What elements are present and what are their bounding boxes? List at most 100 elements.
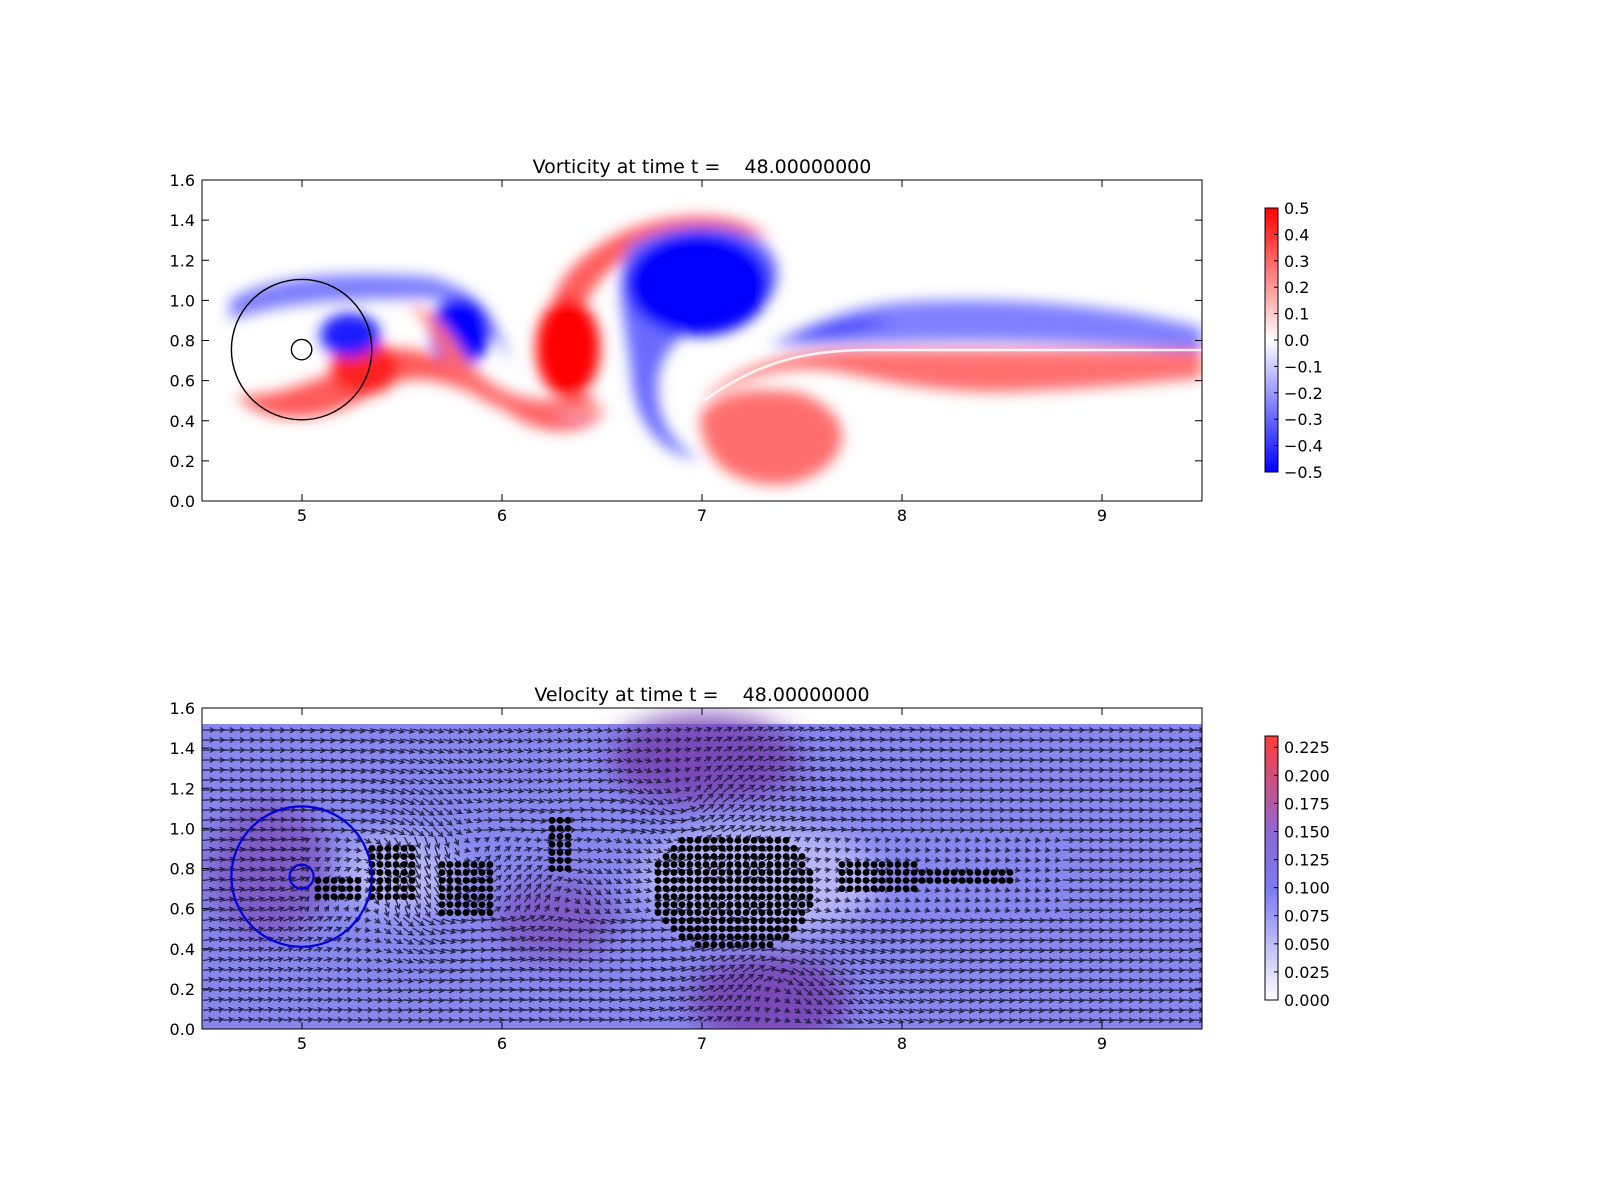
quiver-arrow: [443, 798, 455, 805]
quiver-arrow: [722, 954, 736, 963]
stagnation-dot: [670, 917, 678, 925]
quiver-arrow: [1072, 967, 1086, 974]
quiver-arrow: [493, 853, 502, 863]
quiver-arrow: [253, 996, 265, 1003]
stagnation-dot: [718, 845, 726, 852]
quiver-arrow: [672, 995, 686, 1002]
quiver-arrow: [342, 737, 357, 744]
quiver-arrow: [423, 728, 436, 734]
quiver-arrow: [503, 787, 515, 794]
quiver-arrow: [503, 777, 515, 784]
quiver-arrow: [683, 726, 693, 733]
quiver-arrow: [753, 745, 765, 752]
quiver-arrow: [603, 767, 615, 774]
quiver-arrow: [1034, 887, 1042, 894]
quiver-arrow: [463, 747, 475, 754]
quiver-arrow: [832, 746, 847, 753]
quiver-arrow: [613, 767, 625, 774]
stagnation-dot: [982, 877, 990, 884]
stagnation-dot: [470, 901, 478, 908]
stagnation-dot: [702, 837, 710, 844]
stagnation-dot: [384, 853, 392, 860]
quiver-arrow: [882, 766, 897, 773]
quiver-arrow: [503, 757, 515, 764]
stagnation-dot: [314, 893, 322, 900]
quiver-arrow: [363, 1007, 375, 1014]
stagnation-dot: [376, 845, 384, 852]
quiver-arrow: [463, 768, 475, 774]
stagnation-dot: [368, 845, 376, 852]
quiver-arrow: [293, 936, 305, 943]
quiver-arrow: [862, 938, 878, 945]
quiver-arrow: [703, 782, 713, 793]
quiver-arrow: [464, 837, 471, 844]
quiver-arrow: [782, 815, 797, 822]
quiver-arrow: [762, 956, 778, 963]
quiver-arrow: [213, 976, 225, 983]
stagnation-dot: [678, 925, 686, 933]
quiver-arrow: [824, 897, 833, 904]
quiver-arrow: [362, 748, 377, 755]
quiver-arrow: [684, 767, 692, 773]
quiver-arrow: [822, 928, 838, 935]
quiver-arrow: [454, 847, 461, 857]
quiver-arrow: [442, 928, 458, 935]
quiver-arrow: [203, 1006, 215, 1013]
stagnation-dot: [894, 869, 902, 876]
quiver-arrow: [502, 996, 516, 1003]
quiver-arrow: [613, 1016, 626, 1023]
quiver-arrow: [252, 866, 267, 873]
stagnation-dot: [718, 837, 726, 844]
stagnation-dot: [556, 833, 564, 840]
quiver-arrow: [944, 907, 952, 913]
quiver-arrow: [422, 938, 437, 945]
quiver-arrow: [243, 936, 256, 943]
stagnation-dot: [758, 853, 766, 860]
quiver-arrow: [423, 987, 436, 994]
quiver-arrow: [1113, 997, 1126, 1004]
quiver-arrow: [363, 987, 374, 994]
quiver-arrow: [802, 957, 817, 966]
quiver-arrow: [922, 937, 937, 944]
stagnation-dot: [870, 885, 878, 892]
stagnation-dot: [950, 877, 958, 884]
quiver-arrow: [912, 957, 927, 964]
quiver-arrow: [792, 948, 808, 955]
stagnation-dot: [662, 853, 670, 860]
stagnation-dot: [750, 885, 758, 892]
quiver-arrow: [354, 956, 363, 964]
stagnation-dot: [966, 877, 974, 884]
quiver-arrow: [222, 806, 237, 813]
quiver-arrow: [723, 773, 734, 783]
stagnation-dot: [694, 925, 702, 933]
quiver-arrow: [422, 768, 436, 775]
quiver-arrow: [232, 876, 246, 883]
quiver-arrow: [794, 1017, 803, 1023]
quiver-arrow: [904, 836, 912, 844]
quiver-arrow: [642, 818, 657, 825]
quiver-arrow: [373, 957, 384, 964]
quiver-arrow: [782, 755, 796, 762]
quiver-arrow: [643, 778, 654, 784]
quiver-arrow: [292, 826, 308, 833]
stagnation-dot: [446, 893, 454, 900]
quiver-arrow: [583, 996, 596, 1003]
quiver-arrow: [892, 958, 907, 965]
quiver-arrow: [712, 955, 727, 963]
quiver-arrow: [222, 926, 236, 933]
quiver-arrow: [743, 994, 752, 1003]
quiver-arrow: [1044, 836, 1052, 844]
quiver-arrow: [414, 836, 421, 850]
quiver-arrow: [484, 835, 491, 843]
quiver-arrow: [323, 1016, 335, 1023]
quiver-arrow: [373, 987, 385, 994]
stagnation-dot: [446, 901, 454, 908]
quiver-arrow: [1024, 856, 1032, 864]
quiver-arrow: [932, 927, 947, 934]
stagnation-dot: [462, 869, 470, 876]
quiver-arrow: [1052, 967, 1066, 974]
quiver-arrow: [1044, 856, 1052, 864]
quiver-arrow: [372, 828, 388, 835]
quiver-arrow: [414, 907, 421, 919]
quiver-arrow: [762, 745, 775, 752]
